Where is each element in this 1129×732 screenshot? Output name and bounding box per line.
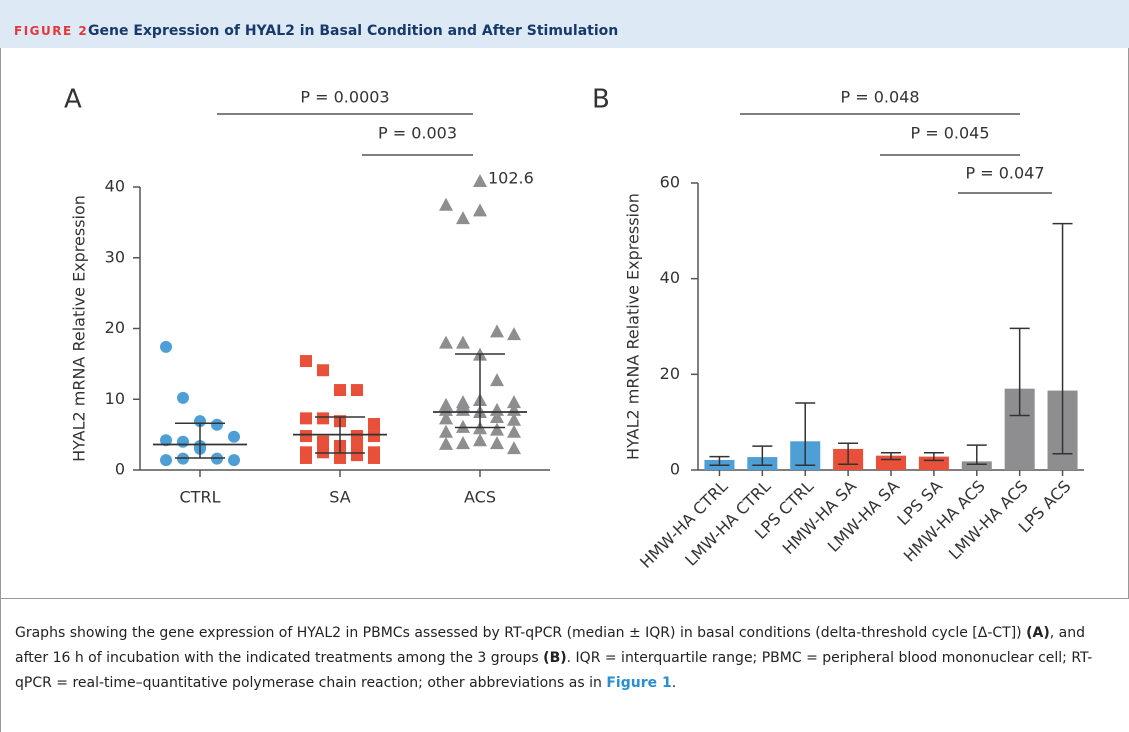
y-axis-label: HYAL2 mRNA Relative Expression bbox=[70, 195, 89, 462]
panel-label: A bbox=[64, 85, 82, 115]
dot bbox=[300, 355, 312, 368]
caption: Graphs showing the gene expression of HY… bbox=[0, 599, 1110, 732]
dot bbox=[439, 411, 453, 425]
dot bbox=[456, 436, 470, 450]
dot bbox=[456, 397, 470, 411]
dot bbox=[490, 373, 504, 387]
dot bbox=[351, 449, 363, 462]
figure-label: FIGURE 2 bbox=[14, 24, 89, 38]
dot bbox=[473, 433, 487, 447]
dot bbox=[507, 441, 521, 455]
dot bbox=[334, 451, 346, 464]
dot bbox=[473, 174, 487, 187]
dot bbox=[490, 436, 504, 450]
x-tick-label: SA bbox=[329, 488, 350, 507]
dot bbox=[439, 424, 453, 438]
dot bbox=[300, 430, 312, 443]
dot bbox=[368, 418, 380, 431]
p-value: P = 0.045 bbox=[910, 124, 989, 143]
dot bbox=[160, 434, 172, 447]
dot bbox=[228, 454, 240, 467]
dot bbox=[507, 327, 521, 341]
dot bbox=[490, 409, 504, 423]
dot bbox=[351, 384, 363, 397]
dot bbox=[177, 435, 189, 448]
x-tick-label: CTRL bbox=[180, 488, 221, 507]
y-tick-label: 10 bbox=[105, 389, 125, 408]
caption-text: . bbox=[671, 675, 677, 691]
dot bbox=[456, 211, 470, 225]
dot bbox=[160, 454, 172, 467]
dot bbox=[368, 430, 380, 443]
y-tick-label: 60 bbox=[660, 173, 680, 192]
dot bbox=[334, 384, 346, 397]
y-tick-label: 20 bbox=[660, 364, 680, 383]
dot bbox=[507, 424, 521, 438]
bar bbox=[961, 461, 992, 470]
dot bbox=[439, 335, 453, 349]
dot bbox=[317, 412, 329, 425]
dot bbox=[194, 415, 206, 428]
x-tick-label: ACS bbox=[464, 488, 496, 507]
dot bbox=[439, 436, 453, 450]
outlier-label: 102.6 bbox=[488, 169, 534, 188]
panel-label: B bbox=[592, 85, 610, 115]
y-tick-label: 20 bbox=[105, 318, 125, 337]
figure-title: Gene Expression of HYAL2 in Basal Condit… bbox=[88, 23, 619, 39]
dot bbox=[490, 324, 504, 338]
dot bbox=[439, 197, 453, 211]
p-value: P = 0.003 bbox=[378, 124, 457, 143]
p-value: P = 0.0003 bbox=[300, 88, 389, 107]
y-tick-label: 40 bbox=[105, 177, 125, 196]
dot bbox=[490, 422, 504, 436]
caption-bold: (A) bbox=[1026, 625, 1050, 641]
dot bbox=[473, 203, 487, 217]
caption-bold: (B) bbox=[543, 650, 567, 666]
y-tick-label: 0 bbox=[670, 460, 680, 479]
y-tick-label: 30 bbox=[105, 247, 125, 266]
dot bbox=[317, 435, 329, 448]
dot bbox=[368, 451, 380, 464]
dot bbox=[317, 364, 329, 377]
dot bbox=[177, 391, 189, 404]
dot bbox=[300, 451, 312, 464]
dot bbox=[211, 418, 223, 431]
dot bbox=[351, 430, 363, 443]
caption-text: , and after 16 h of incubation with the … bbox=[15, 625, 1085, 666]
p-value: P = 0.048 bbox=[840, 88, 919, 107]
y-axis-label: HYAL2 mRNA Relative Expression bbox=[624, 193, 643, 460]
y-tick-label: 0 bbox=[115, 460, 125, 479]
charts: A HYAL2 mRNA Relative Expression 0 10 20 30 40… bbox=[64, 85, 1084, 572]
caption-text: Graphs showing the gene expression of HY… bbox=[15, 625, 1027, 641]
dot bbox=[160, 340, 172, 353]
dot bbox=[300, 412, 312, 425]
dot bbox=[507, 412, 521, 426]
dot bbox=[228, 430, 240, 443]
header: FIGURE 2 Gene Expression of HYAL2 in Bas… bbox=[0, 0, 1129, 48]
p-value: P = 0.047 bbox=[965, 164, 1044, 183]
y-tick-label: 40 bbox=[660, 268, 680, 287]
caption-text: . IQR = interquartile range; PBMC = peri… bbox=[15, 650, 1093, 691]
caption-link[interactable]: Figure 1 bbox=[606, 675, 672, 691]
dot bbox=[507, 395, 521, 409]
dot bbox=[456, 335, 470, 349]
dot bbox=[351, 439, 363, 452]
dot bbox=[456, 419, 470, 433]
